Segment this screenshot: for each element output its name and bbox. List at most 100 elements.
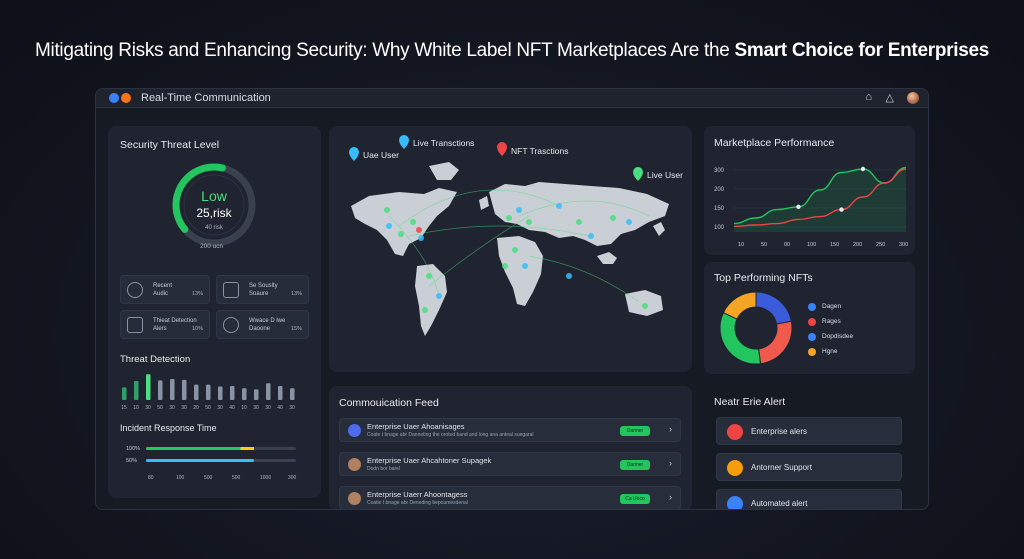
window-dot-orange[interactable] bbox=[121, 93, 131, 103]
bell-icon[interactable]: △ bbox=[885, 92, 894, 104]
threat-bar bbox=[182, 379, 187, 400]
y-tick: 200 bbox=[714, 187, 725, 193]
threat-detection-title: Threat Detection bbox=[120, 354, 191, 365]
donut-slice[interactable] bbox=[755, 291, 792, 325]
map-marker-icon[interactable] bbox=[642, 303, 648, 309]
donut-slice[interactable] bbox=[719, 312, 762, 365]
feed-title: Commouication Feed bbox=[339, 397, 439, 409]
feed-item[interactable]: Enterprise Uaerr Ahoontagess Coatie t bna… bbox=[339, 486, 681, 509]
legend-dot-icon bbox=[808, 317, 816, 326]
map-marker-icon[interactable] bbox=[526, 219, 532, 225]
map-marker-icon[interactable] bbox=[410, 219, 416, 225]
chevron-right-icon[interactable]: › bbox=[669, 458, 672, 468]
nft-donut-chart bbox=[719, 291, 793, 365]
x-tick: 200 bbox=[853, 242, 862, 248]
incident-tick: 100 bbox=[176, 475, 185, 481]
map-marker-icon[interactable] bbox=[426, 273, 432, 279]
map-marker-icon[interactable] bbox=[384, 207, 390, 213]
map-marker-icon[interactable] bbox=[386, 223, 392, 229]
top-nfts-title: Top Performing NFTs bbox=[714, 272, 813, 284]
feed-item-badge[interactable]: Danner bbox=[620, 426, 650, 436]
threat-bar-label: 10 bbox=[133, 405, 139, 411]
map-marker-icon[interactable] bbox=[422, 307, 428, 313]
legend-item: Hgne bbox=[808, 343, 838, 361]
threat-bar-label: 40 bbox=[229, 405, 235, 411]
threat-bar-label: 30 bbox=[265, 405, 271, 411]
incident-tick: 500 bbox=[232, 475, 241, 481]
feed-item-title: Enterprise Uaerr Ahoontagess bbox=[367, 490, 468, 499]
incident-fill bbox=[146, 447, 254, 450]
pin-icon[interactable] bbox=[399, 135, 409, 149]
map-marker-icon[interactable] bbox=[588, 233, 594, 239]
map-marker-icon[interactable] bbox=[416, 227, 422, 233]
series-point bbox=[796, 204, 801, 209]
map-marker-icon[interactable] bbox=[566, 273, 572, 279]
alert-item[interactable]: Enterprise alers bbox=[716, 417, 902, 445]
card-shield[interactable]: Wwace D lwe Daoone 15% bbox=[216, 310, 309, 339]
incident-label: 100% bbox=[126, 446, 140, 452]
x-tick: 300 bbox=[899, 242, 908, 248]
threat-bar-label: 50 bbox=[157, 405, 163, 411]
feed-item-badge[interactable]: Danner bbox=[620, 460, 650, 470]
world-map[interactable]: Uae User Live Transctions NFT Trasctions… bbox=[329, 126, 692, 372]
legend-dot-icon bbox=[808, 332, 816, 341]
donut-slice[interactable] bbox=[758, 320, 793, 365]
alert-item[interactable]: Automated alert bbox=[716, 489, 902, 509]
feed-item[interactable]: Enterprise Uaer Ahcahtoner Supagek Dodn b… bbox=[339, 452, 681, 476]
alert-item[interactable]: Antorner Support bbox=[716, 453, 902, 481]
threat-bar bbox=[218, 386, 223, 400]
donut-slice[interactable] bbox=[722, 291, 757, 320]
pin-icon[interactable] bbox=[633, 167, 643, 181]
map-marker-icon[interactable] bbox=[418, 235, 424, 241]
feed-item-badge[interactable]: Ca Unco bbox=[620, 494, 650, 504]
map-marker-icon[interactable] bbox=[522, 263, 528, 269]
card-threat-alerts[interactable]: Thieat Detection Alers 10% bbox=[120, 310, 210, 339]
gauge-value: 25,risk bbox=[196, 206, 232, 220]
alerts-title: Neatr Erie Alert bbox=[714, 396, 786, 408]
pin-icon[interactable] bbox=[497, 142, 507, 156]
chevron-right-icon[interactable]: › bbox=[669, 492, 672, 502]
map-marker-icon[interactable] bbox=[502, 263, 508, 269]
map-marker-icon[interactable] bbox=[506, 215, 512, 221]
map-marker-icon[interactable] bbox=[576, 219, 582, 225]
map-marker-icon[interactable] bbox=[556, 203, 562, 209]
threat-bar-label: 15 bbox=[121, 405, 127, 411]
legend-label: Rages bbox=[822, 318, 841, 326]
feed-item[interactable]: Enterprise Uaer Ahoanisages Coate t bnage… bbox=[339, 418, 681, 442]
pin-icon[interactable] bbox=[349, 147, 359, 161]
map-marker-icon[interactable] bbox=[610, 215, 616, 221]
map-marker-icon[interactable] bbox=[516, 207, 522, 213]
page-headline: Mitigating Risks and Enhancing Security:… bbox=[0, 40, 1024, 62]
threat-bar bbox=[158, 380, 163, 400]
map-marker-icon[interactable] bbox=[398, 231, 404, 237]
avatar[interactable] bbox=[907, 92, 919, 104]
threat-bar-label: 50 bbox=[205, 405, 211, 411]
x-tick: 10 bbox=[738, 242, 744, 248]
window-dot-blue[interactable] bbox=[109, 93, 119, 103]
threat-bar bbox=[122, 387, 127, 400]
marketplace-panel: Marketplace Performance 300 200 150 100 10 50… bbox=[704, 126, 915, 255]
marketplace-line-chart: 300 200 150 100 10 50 00 100 150 200 250 300 bbox=[714, 166, 908, 248]
alert-label: Antorner Support bbox=[751, 463, 812, 472]
map-marker-icon[interactable] bbox=[512, 247, 518, 253]
threat-bar bbox=[254, 389, 259, 400]
lock-icon[interactable]: ⌂ bbox=[865, 91, 872, 103]
x-tick: 150 bbox=[830, 242, 839, 248]
x-tick: 250 bbox=[876, 242, 885, 248]
chevron-right-icon[interactable]: › bbox=[669, 424, 672, 434]
threat-bar bbox=[146, 374, 151, 400]
card-security-score[interactable]: Se Souslty Soaure 13% bbox=[216, 275, 309, 304]
card-recent-audit[interactable]: Recent Audic 13% bbox=[120, 275, 210, 304]
headline-part2: Smart Choice for Enterprises bbox=[734, 40, 989, 61]
y-tick: 100 bbox=[714, 225, 725, 231]
card-sublabel: Alers bbox=[153, 326, 167, 332]
map-label: NFT Trasctions bbox=[511, 146, 568, 156]
threat-detection-chart: 15 10 30 50 30 30 20 50 30 40 10 30 30 40 30 bbox=[121, 374, 295, 411]
map-marker-icon[interactable] bbox=[436, 293, 442, 299]
card-label: Thieat Detection bbox=[153, 318, 197, 324]
map-label: Live User bbox=[647, 170, 683, 180]
map-marker-icon[interactable] bbox=[626, 219, 632, 225]
top-nfts-panel: Top Performing NFTs Dagen Rages Dopdisdee H… bbox=[704, 262, 915, 374]
series-point bbox=[839, 207, 844, 212]
incident-tick: 80 bbox=[148, 475, 154, 481]
